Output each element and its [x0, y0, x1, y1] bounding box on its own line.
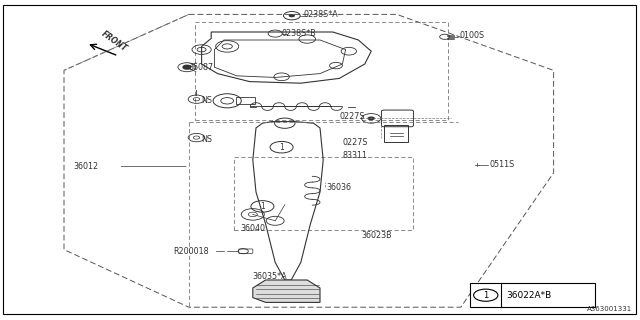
Text: 1: 1: [279, 143, 284, 152]
Text: R200018: R200018: [173, 247, 209, 256]
FancyBboxPatch shape: [470, 283, 595, 307]
Text: 36040: 36040: [240, 224, 265, 233]
Text: 36036: 36036: [326, 183, 351, 192]
Text: 0511S: 0511S: [490, 160, 515, 169]
Text: 0100S: 0100S: [460, 31, 484, 40]
Text: 36035*A: 36035*A: [253, 272, 287, 281]
Circle shape: [367, 116, 375, 120]
Circle shape: [289, 14, 295, 17]
Text: A363001331: A363001331: [587, 306, 632, 312]
Text: 0227S: 0227S: [342, 138, 368, 147]
Text: 0238S*A: 0238S*A: [304, 10, 339, 19]
Text: 0238S*B: 0238S*B: [282, 29, 316, 38]
Text: 36022A*B: 36022A*B: [506, 291, 552, 300]
Text: 0227S: 0227S: [339, 112, 365, 121]
Polygon shape: [253, 280, 320, 302]
Text: 36012: 36012: [74, 162, 99, 171]
Text: 36023B: 36023B: [362, 231, 392, 240]
Text: NS: NS: [202, 135, 212, 144]
Text: 83311: 83311: [342, 151, 367, 160]
Text: 1: 1: [260, 202, 265, 211]
Text: 36087: 36087: [189, 63, 214, 72]
Text: 1: 1: [483, 291, 488, 300]
Text: FRONT: FRONT: [99, 30, 129, 54]
Text: NS: NS: [202, 96, 212, 105]
Circle shape: [183, 65, 191, 69]
